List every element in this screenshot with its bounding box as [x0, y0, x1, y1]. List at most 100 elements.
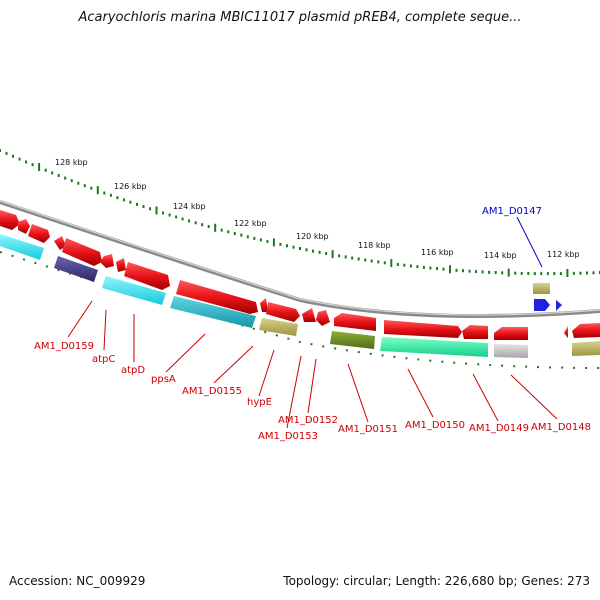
ruler-minor-tick [377, 260, 380, 264]
ruler-minor-tick [129, 200, 132, 204]
gene-arrow [334, 313, 376, 331]
ruler-minor-tick [416, 265, 419, 269]
ruler-label: 120 kbp [296, 232, 329, 241]
gene-arrow [384, 320, 462, 338]
ruler-minor-tick [370, 259, 373, 263]
gene-arrow [62, 238, 102, 266]
gene-arrow [266, 302, 300, 322]
ruler-minor-tick [540, 272, 543, 276]
ruler-minor-tick [559, 272, 562, 276]
ruler-major-tick [214, 223, 217, 232]
ruler-minor-tick [572, 271, 575, 275]
gene-arrow [176, 280, 258, 314]
ruler-minor-tick [5, 151, 8, 155]
gene-arrow [462, 325, 488, 339]
gene-label-am1-d0147: AM1_D0147 [482, 206, 542, 217]
bar-teal [170, 296, 256, 328]
ruler-major-tick [507, 268, 510, 277]
topology-text: Topology: circular; Length: 226,680 bp; … [283, 574, 590, 588]
gene-label-am1-d0152: AM1_D0152 [278, 415, 338, 426]
ruler-minor-tick [201, 223, 204, 227]
ruler-minor-tick [514, 271, 517, 275]
leader-line [286, 355, 302, 429]
ruler-minor-tick [305, 248, 308, 252]
ruler-minor-tick [520, 271, 523, 275]
ruler-minor-tick [299, 247, 301, 250]
ruler-minor-tick [168, 213, 171, 217]
gene-label-am1-d0159: AM1_D0159 [34, 341, 94, 352]
ruler-minor-tick [194, 221, 197, 225]
bar-cyan [0, 234, 44, 260]
ruler-minor-tick [77, 181, 80, 185]
ruler-track [0, 149, 600, 277]
ruler-minor-tick [468, 269, 471, 273]
label-leader-lines [67, 216, 558, 429]
ruler-minor-tick [527, 272, 530, 275]
ruler-label: 128 kbp [55, 158, 88, 167]
gene-arrow [100, 254, 114, 268]
gene-arrow [18, 219, 30, 234]
ruler-minor-tick [286, 244, 288, 248]
ruler-minor-tick [383, 261, 386, 265]
ruler-minor-tick [109, 193, 112, 197]
ruler-major-tick [566, 269, 569, 277]
leader-line [103, 309, 107, 351]
ruler-minor-tick [436, 267, 438, 271]
ruler-minor-tick [312, 249, 314, 253]
gene-arrow [260, 298, 268, 312]
ruler-minor-tick [136, 202, 138, 206]
ruler-minor-tick [181, 217, 184, 221]
accession-text: Accession: NC_009929 [9, 574, 146, 588]
gene-arrow [124, 262, 170, 290]
ruler-label: 124 kbp [173, 202, 206, 211]
ruler-minor-tick [396, 263, 399, 266]
forward-genes [0, 210, 600, 340]
ruler-minor-tick [44, 168, 47, 172]
leader-line [165, 333, 206, 373]
ruler-minor-tick [90, 186, 93, 190]
ruler-minor-tick [259, 238, 262, 242]
gene-arrow [28, 224, 50, 243]
gene-label-hype: hypE [247, 397, 272, 408]
inner-track [0, 251, 600, 369]
ruler-minor-tick [462, 269, 464, 273]
bar-khaki [572, 341, 600, 356]
ruler-minor-tick [481, 270, 484, 274]
ruler-major-tick [155, 206, 158, 215]
ruler-minor-tick [220, 228, 223, 232]
ruler-minor-tick [455, 268, 458, 272]
leader-line [407, 368, 434, 418]
gene-arrow [54, 236, 66, 250]
leader-line [258, 349, 275, 397]
ruler-minor-tick [240, 233, 243, 237]
ruler-minor-tick [422, 265, 425, 269]
ruler-minor-tick [57, 174, 60, 177]
ruler-major-tick [96, 186, 99, 195]
map-title: Acaryochloris marina MBIC11017 plasmid p… [78, 10, 522, 25]
ruler-label: 112 kbp [547, 250, 580, 259]
ruler-minor-tick [246, 235, 249, 239]
bar-grey [494, 344, 528, 358]
ruler-minor-tick [149, 207, 151, 211]
ruler-minor-tick [338, 254, 341, 258]
ruler-minor-tick [279, 242, 282, 246]
leader-line [510, 374, 558, 420]
ruler-minor-tick [51, 171, 54, 175]
ruler-minor-tick [592, 271, 595, 275]
ruler-minor-tick [553, 272, 556, 276]
ruler-label: 126 kbp [114, 182, 147, 191]
backbone-ring-highlight [0, 200, 600, 316]
ruler-minor-tick [475, 270, 478, 274]
leader-line [347, 363, 369, 423]
gene-label-atpd: atpD [121, 365, 145, 376]
ruler-minor-tick [253, 236, 256, 240]
ruler-minor-tick [318, 250, 321, 254]
ruler-minor-tick [207, 225, 210, 228]
ruler-label: 122 kbp [234, 219, 267, 228]
gene-label-atpc: atpC [92, 354, 115, 365]
bar-olive [330, 331, 375, 349]
ruler-minor-tick [227, 230, 230, 234]
gene-label-am1-d0155: AM1_D0155 [182, 386, 242, 397]
ruler-minor-tick [233, 232, 236, 235]
ruler-minor-tick [70, 179, 73, 183]
